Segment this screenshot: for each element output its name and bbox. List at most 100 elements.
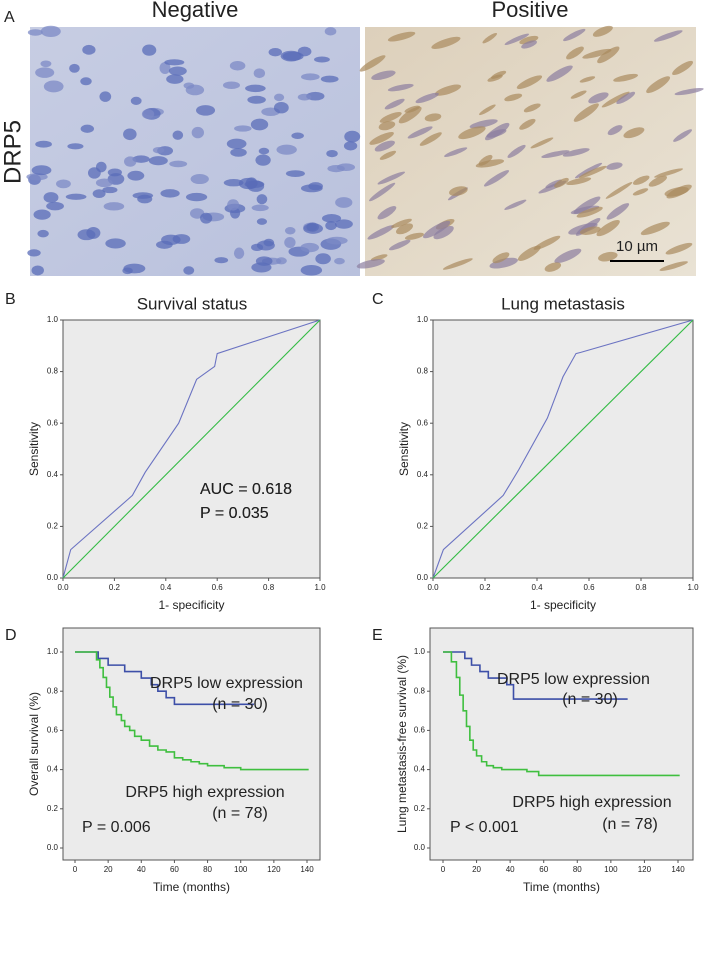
x-tick-label: 40 [137, 865, 146, 874]
cell [605, 182, 633, 199]
chart-title: Survival status [137, 294, 248, 313]
cell [431, 36, 461, 49]
cell [517, 245, 541, 261]
x-axis-label: Time (months) [153, 880, 230, 894]
cell [56, 179, 71, 189]
cell [326, 149, 338, 158]
cell [251, 262, 272, 273]
cell [234, 125, 252, 132]
cell [185, 192, 208, 202]
annotation: P = 0.006 [82, 819, 151, 836]
cell [223, 178, 244, 187]
x-tick-label: 20 [104, 865, 113, 874]
annotation: DRP5 high expression [125, 784, 284, 801]
cell [370, 254, 388, 261]
cell [161, 234, 181, 245]
cell [673, 129, 693, 142]
cell [601, 91, 630, 108]
cell [268, 47, 283, 57]
cell [579, 226, 601, 235]
series-line [443, 651, 680, 777]
annotation: P = 0.035 [200, 505, 269, 522]
cell [504, 199, 527, 210]
annotation: P = 0.035 [200, 505, 269, 522]
cell [46, 201, 64, 211]
x-tick-label: 100 [604, 865, 618, 874]
cell [335, 197, 353, 208]
cell [521, 40, 537, 49]
cell [554, 177, 569, 188]
cell [275, 257, 287, 265]
series-line [432, 319, 694, 579]
cell [469, 119, 498, 129]
cell [137, 194, 153, 204]
cell [395, 223, 413, 235]
y-tick-label: 1.0 [47, 315, 59, 324]
x-tick-label: 120 [638, 865, 652, 874]
cell [343, 141, 358, 151]
x-tick-label: 0.2 [109, 583, 121, 592]
cell [379, 150, 397, 160]
cell [164, 59, 185, 66]
cell [653, 30, 683, 42]
cell [274, 93, 285, 102]
cell [523, 103, 541, 113]
micrograph [30, 27, 360, 276]
y-axis-label: Sensitivity [27, 422, 41, 476]
cell [245, 177, 258, 189]
y-tick-label: 0.6 [417, 418, 429, 427]
cell [132, 155, 150, 163]
annotation: (n = 30) [212, 696, 268, 713]
cell [142, 44, 157, 56]
cell [321, 214, 342, 223]
cell [483, 170, 510, 187]
cell [200, 212, 213, 224]
x-tick-label: 0.6 [212, 583, 224, 592]
cell [597, 46, 620, 64]
y-tick-label: 0.2 [414, 804, 426, 813]
cell [482, 32, 498, 44]
cell [566, 177, 592, 186]
x-tick-label: 80 [203, 865, 212, 874]
x-tick-label: 0.0 [57, 583, 69, 592]
cell [359, 55, 386, 72]
y-tick-label: 1.0 [414, 647, 426, 656]
cell [227, 199, 240, 211]
cell [554, 248, 582, 264]
cell [141, 109, 155, 119]
cell [475, 159, 505, 168]
cell [398, 106, 422, 124]
cell [123, 128, 137, 141]
cell [613, 73, 639, 82]
cell [387, 31, 416, 42]
cell [489, 257, 518, 269]
cell [444, 147, 468, 157]
annotation: (n = 78) [212, 805, 268, 822]
cell [568, 222, 598, 235]
cell [573, 103, 599, 122]
cell [229, 60, 246, 71]
cell [166, 74, 184, 84]
cell [124, 156, 137, 167]
cell [582, 48, 612, 59]
cell [291, 132, 304, 139]
cell [607, 125, 623, 136]
cell [160, 189, 180, 198]
series-line [62, 319, 321, 579]
y-axis-label: Sensitivity [397, 422, 411, 476]
x-tick-label: 0 [73, 865, 78, 874]
cell [40, 25, 61, 37]
cell [306, 222, 319, 232]
x-tick-label: 140 [300, 865, 314, 874]
annotation: AUC = 0.618 [200, 481, 292, 498]
cell [172, 130, 184, 140]
cell [415, 92, 439, 104]
x-tick-label: 0.0 [427, 583, 439, 592]
cell [102, 186, 118, 194]
panel-label: E [372, 627, 383, 644]
cell [579, 76, 596, 83]
cell [404, 232, 424, 240]
cell [284, 227, 296, 235]
cell [491, 70, 507, 79]
